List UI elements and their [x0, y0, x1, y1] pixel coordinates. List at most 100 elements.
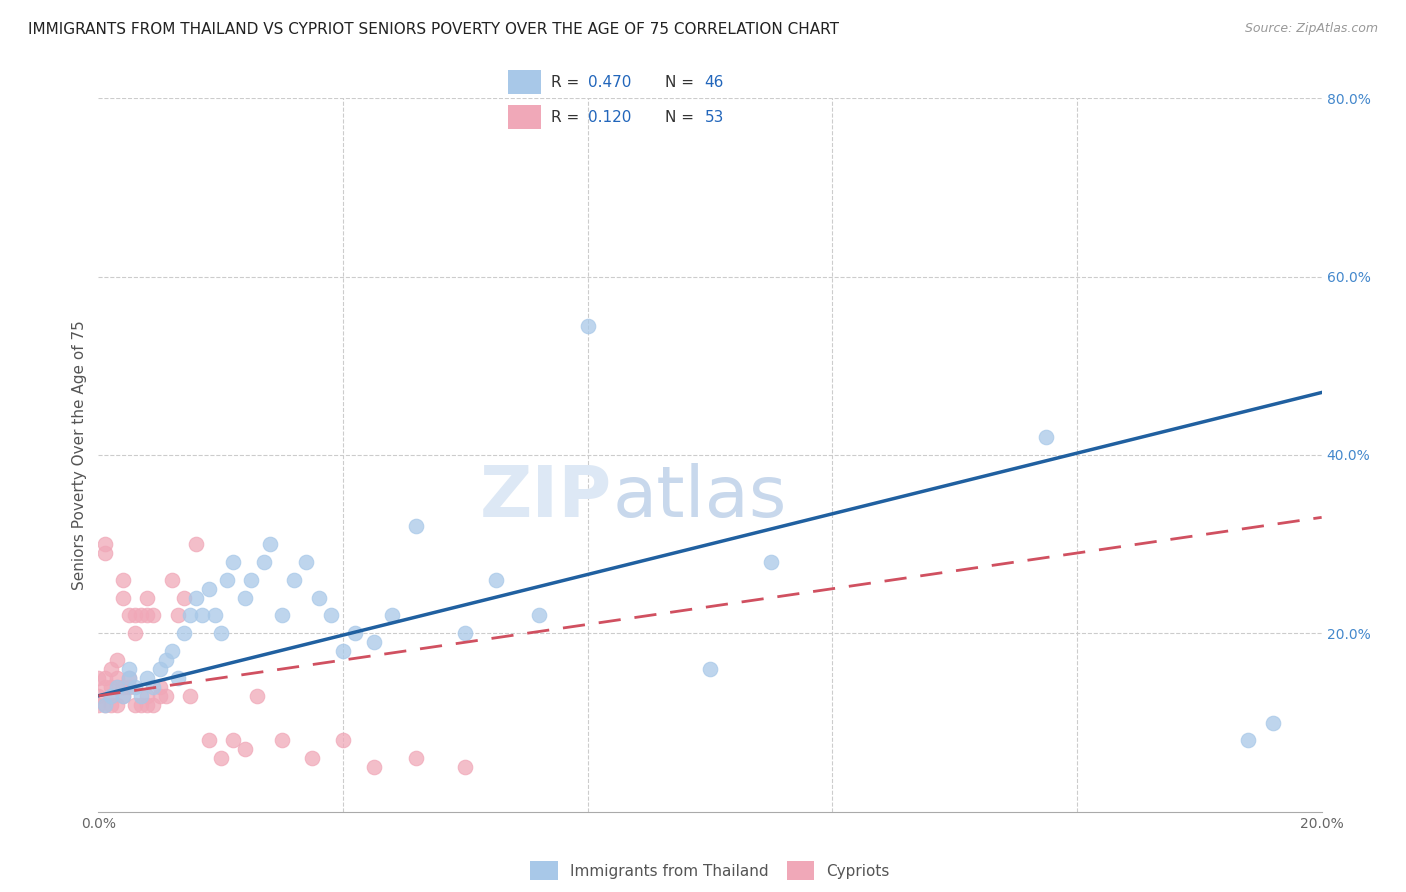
- Point: [270, 608, 292, 623]
- Point: [454, 760, 477, 774]
- Point: [111, 591, 134, 605]
- Point: [179, 689, 201, 703]
- Point: [105, 653, 128, 667]
- Point: [215, 573, 238, 587]
- Point: [204, 608, 226, 623]
- Point: [332, 733, 354, 747]
- Point: [124, 698, 146, 712]
- Legend: Immigrants from Thailand, Cypriots: Immigrants from Thailand, Cypriots: [524, 855, 896, 886]
- Point: [167, 608, 190, 623]
- Point: [222, 733, 245, 747]
- Point: [87, 689, 110, 703]
- Point: [1261, 715, 1284, 730]
- Point: [111, 689, 134, 703]
- Point: [105, 680, 128, 694]
- Point: [105, 698, 128, 712]
- Point: [381, 608, 404, 623]
- Point: [173, 591, 195, 605]
- Point: [160, 573, 183, 587]
- Point: [124, 626, 146, 640]
- Point: [136, 698, 159, 712]
- Point: [1035, 430, 1057, 444]
- Point: [759, 555, 782, 569]
- Point: [576, 318, 599, 333]
- Point: [308, 591, 330, 605]
- Point: [197, 733, 219, 747]
- Point: [93, 671, 115, 685]
- Point: [129, 608, 152, 623]
- Point: [93, 698, 115, 712]
- Point: [149, 662, 172, 676]
- Point: [100, 689, 122, 703]
- Point: [118, 680, 141, 694]
- Point: [136, 591, 159, 605]
- Point: [1237, 733, 1260, 747]
- Point: [93, 698, 115, 712]
- Point: [233, 742, 256, 756]
- Point: [136, 689, 159, 703]
- Point: [699, 662, 721, 676]
- Text: R =: R =: [551, 75, 583, 90]
- Point: [100, 662, 122, 676]
- Point: [344, 626, 367, 640]
- Point: [142, 680, 165, 694]
- Point: [363, 760, 385, 774]
- Point: [124, 608, 146, 623]
- Text: N =: N =: [665, 110, 699, 125]
- Point: [100, 689, 122, 703]
- Point: [155, 689, 177, 703]
- Point: [209, 626, 232, 640]
- Point: [259, 537, 281, 551]
- Point: [527, 608, 550, 623]
- Point: [240, 573, 263, 587]
- Point: [118, 671, 141, 685]
- Point: [295, 555, 318, 569]
- Point: [124, 680, 146, 694]
- Point: [191, 608, 214, 623]
- Point: [118, 671, 141, 685]
- Text: ZIP: ZIP: [479, 463, 612, 533]
- Point: [149, 680, 172, 694]
- FancyBboxPatch shape: [508, 105, 541, 129]
- Point: [93, 546, 115, 560]
- Point: [485, 573, 508, 587]
- Point: [222, 555, 245, 569]
- Text: IMMIGRANTS FROM THAILAND VS CYPRIOT SENIORS POVERTY OVER THE AGE OF 75 CORRELATI: IMMIGRANTS FROM THAILAND VS CYPRIOT SENI…: [28, 22, 839, 37]
- Point: [319, 608, 342, 623]
- Point: [270, 733, 292, 747]
- Point: [149, 689, 172, 703]
- Point: [363, 635, 385, 649]
- Text: 53: 53: [704, 110, 724, 125]
- Point: [197, 582, 219, 596]
- Point: [186, 591, 208, 605]
- Text: 0.470: 0.470: [588, 75, 631, 90]
- Point: [173, 626, 195, 640]
- Point: [167, 671, 190, 685]
- Point: [283, 573, 305, 587]
- FancyBboxPatch shape: [508, 70, 541, 95]
- Point: [136, 671, 159, 685]
- Text: N =: N =: [665, 75, 699, 90]
- Point: [136, 608, 159, 623]
- Point: [155, 653, 177, 667]
- Point: [93, 537, 115, 551]
- Point: [233, 591, 256, 605]
- Text: atlas: atlas: [612, 463, 786, 533]
- Point: [87, 698, 110, 712]
- Point: [179, 608, 201, 623]
- Text: Source: ZipAtlas.com: Source: ZipAtlas.com: [1244, 22, 1378, 36]
- Point: [160, 644, 183, 658]
- Point: [105, 671, 128, 685]
- Point: [129, 689, 152, 703]
- Point: [332, 644, 354, 658]
- Point: [118, 662, 141, 676]
- Point: [93, 680, 115, 694]
- Text: R =: R =: [551, 110, 583, 125]
- Point: [129, 698, 152, 712]
- Point: [209, 751, 232, 765]
- Text: 46: 46: [704, 75, 724, 90]
- Point: [111, 573, 134, 587]
- Point: [105, 680, 128, 694]
- Point: [142, 608, 165, 623]
- Y-axis label: Seniors Poverty Over the Age of 75: Seniors Poverty Over the Age of 75: [72, 320, 87, 590]
